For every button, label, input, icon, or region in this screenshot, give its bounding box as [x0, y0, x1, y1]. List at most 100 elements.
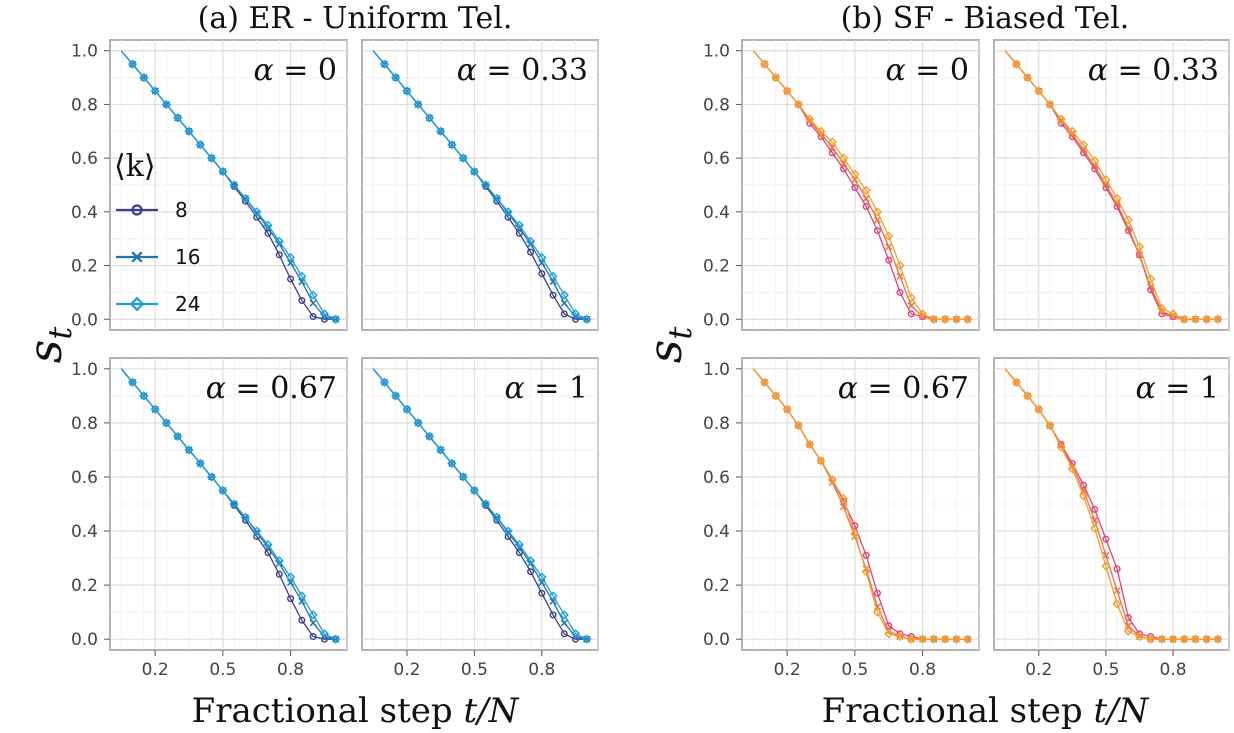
grid: [994, 40, 1230, 330]
data-point: [424, 113, 435, 123]
data-point: [759, 377, 770, 387]
data-point: [1134, 631, 1145, 642]
facet-alpha-label: α = 0.33: [1088, 53, 1219, 88]
data-point: [1034, 404, 1044, 414]
facet-a-3: 0.2 0.5 0.8 α = 1: [361, 357, 599, 680]
data-point: [1157, 634, 1167, 644]
data-point: [127, 59, 138, 69]
data-point: [805, 114, 815, 124]
y-tick-label: 0.8: [71, 414, 98, 434]
data-point: [872, 207, 883, 217]
data-point: [1067, 464, 1077, 474]
data-point: [549, 291, 557, 299]
data-point: [150, 404, 160, 414]
data-point: [1056, 114, 1066, 124]
data-point: [206, 472, 217, 482]
data-point: [885, 243, 893, 251]
data-point: [161, 99, 172, 110]
facet-a-1: α = 0.33: [361, 39, 599, 331]
data-point: [873, 227, 881, 235]
y-tick-label: 0.2: [71, 257, 98, 277]
data-point: [240, 512, 251, 523]
y-tick-label: 0.4: [703, 203, 730, 223]
data-point: [173, 431, 183, 441]
data-point: [139, 73, 149, 83]
data-point: [1090, 156, 1100, 166]
series-diamond: [1004, 50, 1223, 324]
data-point: [861, 567, 871, 577]
y-tick-label: 1.0: [71, 42, 98, 62]
data-point: [873, 589, 881, 597]
x-tick-label: 0.8: [1160, 660, 1187, 680]
data-point: [929, 314, 939, 324]
data-point: [963, 314, 973, 324]
data-point: [963, 634, 973, 644]
data-point: [319, 629, 330, 639]
data-point: [379, 59, 390, 69]
data-point: [940, 634, 950, 644]
y-tick-label: 0.4: [71, 522, 98, 542]
y-tick-label: 1.0: [703, 42, 730, 62]
data-point: [827, 137, 837, 147]
data-point: [218, 166, 228, 177]
data-point: [850, 169, 860, 179]
facet-a-0: 0.0 0.2 0.4 0.6 0.8 1.0 α = 0: [71, 39, 348, 331]
data-point: [884, 629, 894, 639]
data-point: [816, 456, 826, 466]
data-point: [309, 299, 317, 307]
data-point: [391, 391, 401, 401]
data-point: [850, 529, 860, 539]
y-tick-label: 0.6: [71, 149, 98, 169]
data-point: [1157, 303, 1167, 314]
data-point: [1113, 586, 1121, 595]
legend-label: 16: [175, 245, 200, 269]
data-point: [793, 99, 804, 110]
data-point: [391, 73, 401, 83]
legend-marker: [129, 296, 145, 312]
data-point: [1045, 421, 1055, 431]
data-point: [515, 549, 523, 557]
data-point: [436, 126, 446, 136]
y-axis-label: st: [638, 327, 699, 364]
facet-b-2: 0.0 0.2 0.4 0.6 0.8 1.0 0.2 0.5 0.8 α = 0.67: [703, 357, 980, 680]
x-tick-label: 0.8: [528, 660, 555, 680]
data-point: [309, 632, 317, 640]
panel-group-a: (a) ER - Uniform Tel. st Fractional step t…: [18, 1, 599, 731]
data-point: [1045, 99, 1055, 110]
data-point: [861, 185, 871, 195]
x-axis-label: Fractional step t/N: [192, 691, 520, 731]
data-point: [274, 556, 284, 566]
data-point: [1168, 634, 1178, 644]
data-point: [240, 193, 251, 204]
legend-entry: 16: [116, 245, 200, 269]
data-point: [862, 202, 870, 210]
data-point: [139, 391, 149, 401]
grid: [110, 40, 348, 330]
data-point: [297, 271, 307, 281]
facet-alpha-label: α = 0.33: [457, 53, 588, 88]
legend-marker: [131, 204, 143, 216]
data-point: [263, 539, 273, 550]
facet-b-1: α = 0.33: [993, 39, 1230, 331]
data-point: [1190, 314, 1201, 324]
grid: [362, 40, 599, 330]
data-point: [218, 485, 228, 496]
data-point: [549, 611, 557, 619]
data-point: [1101, 175, 1111, 185]
data-point: [548, 271, 558, 281]
data-point: [173, 113, 183, 123]
series-diamond: [752, 50, 973, 324]
data-point: [951, 314, 962, 324]
data-point: [1113, 565, 1121, 573]
data-point: [548, 591, 558, 601]
data-point: [527, 568, 535, 576]
data-point: [782, 86, 792, 96]
data-point: [527, 248, 535, 256]
data-point: [828, 149, 836, 157]
data-point: [285, 252, 296, 263]
data-point: [884, 231, 894, 241]
x-tick-label: 0.5: [1092, 660, 1119, 680]
y-tick-label: 0.6: [71, 468, 98, 488]
